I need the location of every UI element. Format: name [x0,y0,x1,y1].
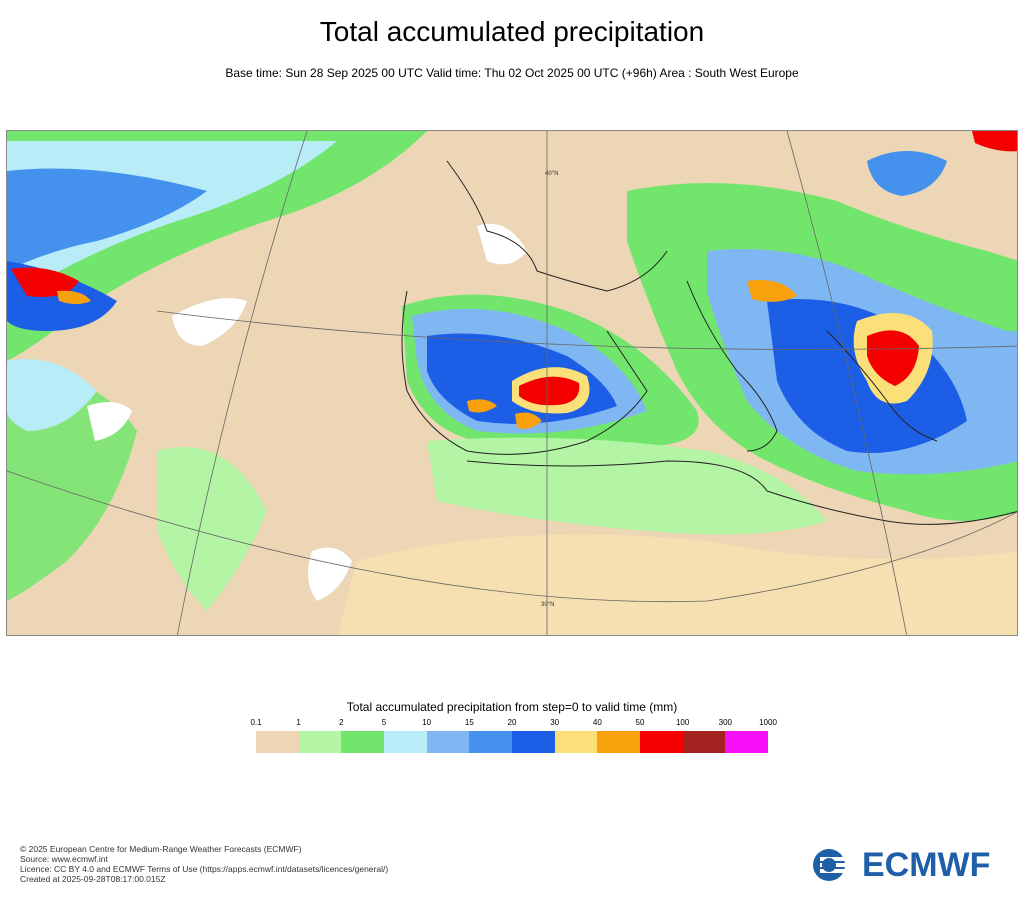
ecmwf-logo-icon [813,849,854,881]
legend-tick-label: 50 [635,718,645,727]
legend-title: Total accumulated precipitation from ste… [346,700,678,714]
legend-tick-label: 300 [718,718,733,727]
lat-label-top: 40°N [545,171,558,177]
graticule [7,131,1017,635]
footer-created: Created at 2025-09-28T08:17:00.015Z [20,874,166,884]
legend-swatch-7 [554,731,598,753]
map-subtitle: Base time: Sun 28 Sep 2025 00 UTC Valid … [225,66,799,80]
legend-tick-label: 20 [507,718,517,727]
legend-swatch-3 [384,731,427,753]
iberia-orange [515,412,542,429]
north-blue-cell [867,151,947,196]
no-precip-3 [477,223,527,265]
legend-tick-label: 5 [381,718,387,727]
ecmwf-logo-text: ECMWF [862,845,991,884]
atlantic-max-red [11,267,79,297]
legend-swatch-10 [682,731,726,753]
legend-swatch-6 [512,731,555,753]
legend-tick-label: 10 [422,718,432,727]
footer-source: Source: www.ecmwf.int [20,854,108,864]
legend-ticks: 0.1 1 2 5 10 15 20 30 40 50 100 300 1000 [250,718,776,730]
lat-label-bottom: 30°N [541,602,554,608]
legend-tick-label: 100 [675,718,690,727]
color-legend [256,731,769,753]
footer-copyright: © 2025 European Centre for Medium-Range … [20,844,302,854]
iberia-orange-2 [467,399,497,413]
no-precip-2 [87,402,132,441]
legend-tick-label: 0.1 [250,718,262,727]
legend-swatch-1 [298,731,342,753]
legend-tick-label: 1000 [759,718,777,727]
map-canvas: 40°N 30°N [7,131,1017,635]
no-precip-1 [172,298,247,346]
ocean-plume-3 [7,359,97,431]
legend-tick-label: 30 [550,718,560,727]
legend-swatch-8 [597,731,641,753]
legend-tick-label: 1 [296,718,301,727]
legend-tick-label: 2 [339,718,344,727]
ecmwf-logo: ECMWF [812,846,1012,884]
legend-swatch-5 [469,731,513,753]
legend-swatch-11 [725,731,769,753]
footer: © 2025 European Centre for Medium-Range … [20,844,388,884]
adriatic-orange [747,280,797,302]
legend-swatch-9 [640,731,683,753]
legend-tick-label: 40 [592,718,602,727]
legend-swatch-0 [256,731,299,753]
atlantic-band-blue [7,168,207,271]
precipitation-map: 40°N 30°N [6,130,1018,636]
footer-licence: Licence: CC BY 4.0 and ECMWF Terms of Us… [20,864,389,874]
sahara-area [337,534,1017,635]
north-red-cell [972,131,1017,152]
legend-swatch-2 [341,731,385,753]
legend-tick-label: 15 [464,718,474,727]
iberia-red [519,376,580,406]
nafrica-lightgreen [427,437,827,535]
atlantic-max-orange [57,290,91,304]
greece-red [867,330,919,386]
map-title: Total accumulated precipitation [319,16,705,47]
ocean-plume-2 [157,447,267,611]
legend-swatch-4 [426,731,470,753]
